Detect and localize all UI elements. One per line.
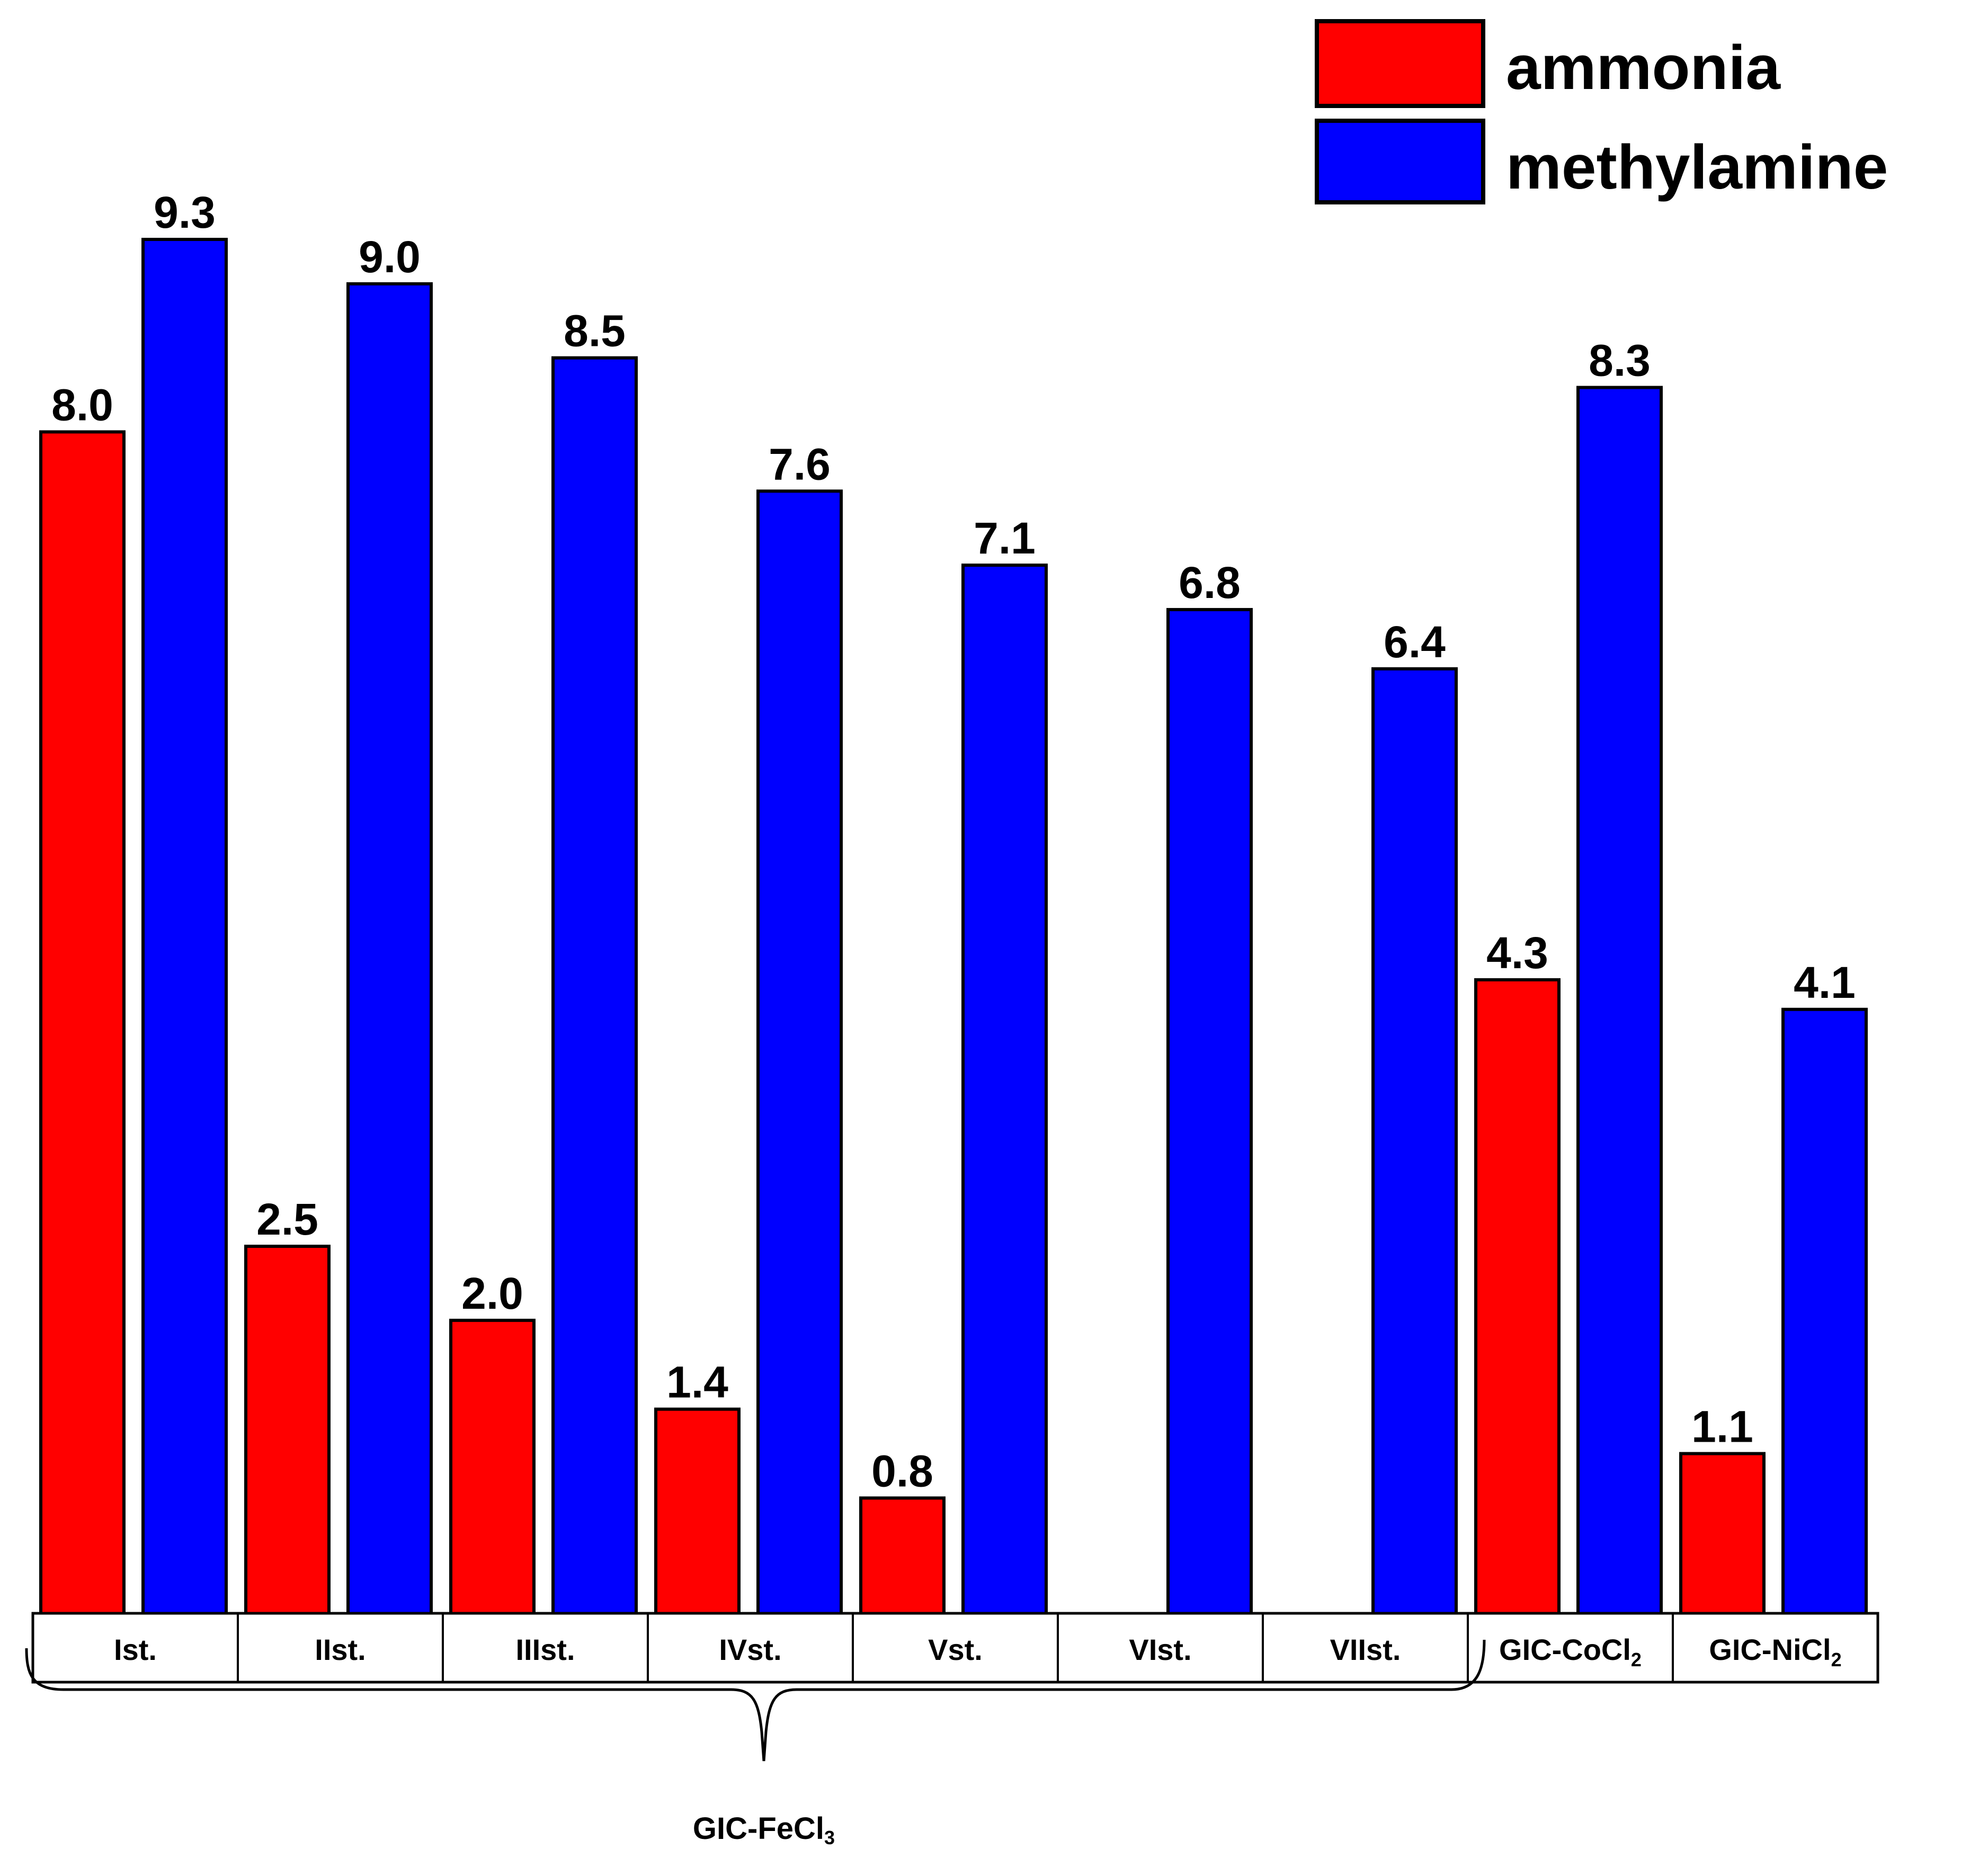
category-label-text: IIst.	[315, 1633, 365, 1666]
group-label-subscript: 3	[824, 1827, 835, 1848]
bar-methylamine-4	[756, 489, 843, 1618]
bar-ammonia-5	[859, 1496, 946, 1618]
legend: ammonia methylamine	[1315, 19, 1888, 204]
category-label-text: GIC-NiCl	[1709, 1633, 1831, 1666]
bar-ammonia-2	[244, 1245, 331, 1618]
value-label-methylamine-3: 8.5	[564, 306, 626, 356]
group-brace	[25, 1639, 1486, 1762]
legend-swatch-ammonia	[1315, 19, 1485, 108]
value-label-methylamine-2: 9.0	[359, 232, 421, 282]
legend-label-methylamine: methylamine	[1506, 132, 1888, 202]
bar-ammonia-8	[1474, 978, 1561, 1618]
legend-swatch-methylamine	[1315, 119, 1485, 204]
category-label-text: VIst.	[1129, 1633, 1191, 1666]
category-label-text: IVst.	[719, 1633, 781, 1666]
value-label-ammonia-1: 8.0	[51, 380, 113, 430]
value-label-ammonia-2: 2.5	[256, 1194, 318, 1244]
category-label-7: VIIst.	[1330, 1633, 1401, 1666]
value-labels-layer: 8.0 9.3 2.5 9.0 2.0 8.5 1.4 7.6 0.8 7.1 6.8 6.4 4.3 8…	[51, 187, 1856, 1496]
category-label-subscript: 2	[1631, 1649, 1642, 1671]
category-label-text: GIC-CoCl	[1499, 1633, 1631, 1666]
value-label-ammonia-8: 4.3	[1486, 928, 1548, 978]
category-axis-box	[31, 1612, 1879, 1684]
legend-label-ammonia: ammonia	[1506, 33, 1781, 103]
bar-ammonia-3	[449, 1318, 536, 1618]
bar-methylamine-8	[1576, 386, 1663, 1619]
value-label-ammonia-3: 2.0	[461, 1269, 523, 1318]
bar-methylamine-9	[1781, 1007, 1868, 1618]
value-label-ammonia-5: 0.8	[871, 1446, 933, 1496]
bar-methylamine-6	[1166, 608, 1253, 1618]
group-label: GIC-FeCl3	[693, 1811, 835, 1848]
value-label-methylamine-9: 4.1	[1794, 958, 1856, 1007]
value-label-methylamine-4: 7.6	[769, 439, 831, 489]
category-label-9: GIC-NiCl2	[1709, 1633, 1841, 1671]
category-axis-layer: Ist. IIst. IIIst. IVst. Vst. VIst. VIIst. GIC-C…	[31, 1612, 1879, 1684]
bar-methylamine-7	[1371, 667, 1458, 1618]
category-label-2: IIst.	[315, 1633, 365, 1666]
value-label-methylamine-5: 7.1	[974, 513, 1036, 563]
category-label-1: Ist.	[114, 1633, 157, 1666]
category-label-6: VIst.	[1129, 1633, 1191, 1666]
value-label-methylamine-7: 6.4	[1384, 617, 1446, 667]
group-label-text: GIC-FeCl	[693, 1811, 824, 1846]
category-label-3: IIIst.	[515, 1633, 575, 1666]
value-label-methylamine-1: 9.3	[154, 187, 216, 237]
value-label-methylamine-6: 6.8	[1179, 558, 1241, 608]
bar-methylamine-5	[961, 564, 1048, 1618]
category-label-4: IVst.	[719, 1633, 781, 1666]
category-label-8: GIC-CoCl2	[1499, 1633, 1642, 1671]
value-label-methylamine-8: 8.3	[1589, 336, 1651, 386]
bar-ammonia-4	[654, 1407, 741, 1618]
category-label-text: Ist.	[114, 1633, 157, 1666]
bars-layer	[39, 238, 1868, 1619]
category-label-text: VIIst.	[1330, 1633, 1401, 1666]
bar-ammonia-9	[1679, 1452, 1766, 1619]
value-label-ammonia-4: 1.4	[666, 1357, 728, 1407]
bar-ammonia-1	[39, 430, 126, 1618]
category-label-5: Vst.	[928, 1633, 983, 1666]
bar-methylamine-3	[551, 356, 638, 1618]
bar-methylamine-2	[346, 282, 433, 1619]
category-label-text: IIIst.	[515, 1633, 575, 1666]
bar-methylamine-1	[141, 238, 228, 1618]
value-label-ammonia-9: 1.1	[1691, 1401, 1753, 1451]
category-label-subscript: 2	[1831, 1649, 1842, 1671]
category-label-text: Vst.	[928, 1633, 983, 1666]
